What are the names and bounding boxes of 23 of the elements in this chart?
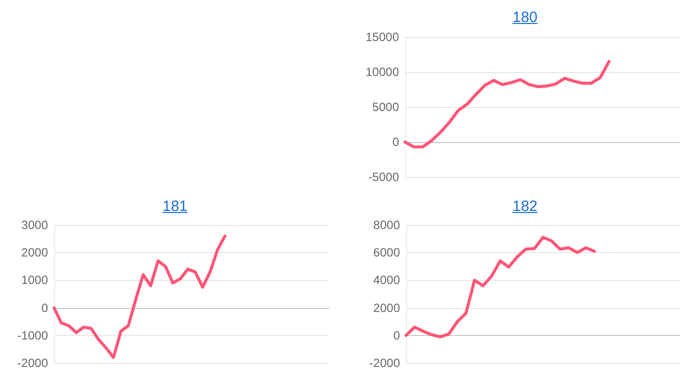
y-tick-label: -5000 (368, 170, 400, 184)
y-tick-label: 0 (393, 328, 400, 342)
line-series (404, 60, 611, 148)
y-tick-label: -2000 (369, 356, 400, 370)
chart-title: 181 (161, 198, 189, 215)
y-tick-label: 0 (392, 135, 400, 149)
y-tick-label: 2000 (373, 300, 400, 315)
y-tick-label: 6000 (373, 246, 400, 260)
y-tick-label: 10000 (366, 65, 400, 79)
y-tick-label: 15000 (366, 30, 400, 44)
y-tick-label: 5000 (372, 100, 400, 114)
y-tick-label: 8000 (373, 218, 400, 232)
chart-title: 180 (511, 9, 539, 26)
y-tick-label: 1000 (21, 273, 48, 288)
line-series (404, 236, 596, 338)
chart-title: 182 (511, 198, 539, 215)
y-tick-label: -2000 (17, 356, 48, 370)
y-tick-label: 0 (41, 300, 48, 315)
y-tick-label: 4000 (373, 273, 400, 288)
y-tick-label: 3000 (21, 218, 48, 232)
y-tick-label: -1000 (17, 328, 48, 342)
y-tick-label: 2000 (21, 246, 48, 260)
line-series (52, 234, 226, 359)
